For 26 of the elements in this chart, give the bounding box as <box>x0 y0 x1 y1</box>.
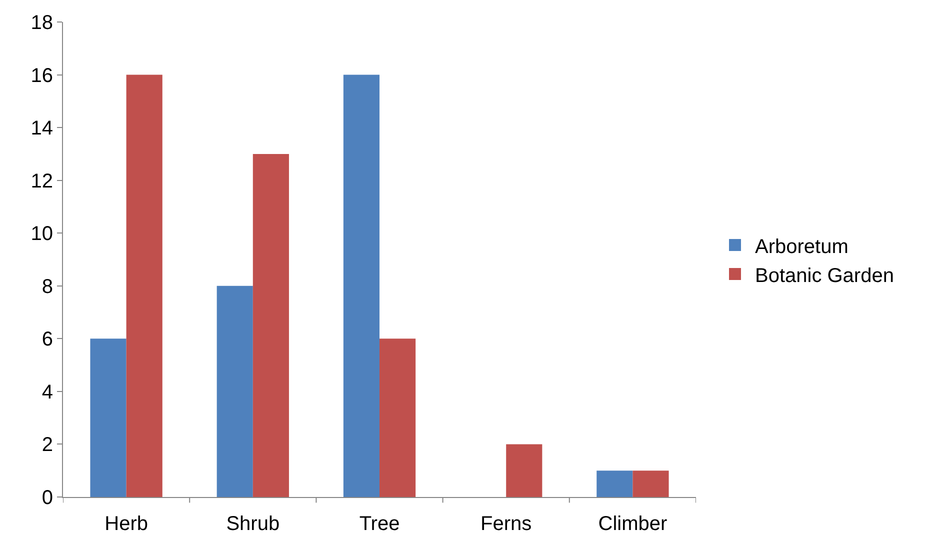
x-tick-label: Tree <box>359 513 400 535</box>
bar <box>596 470 633 497</box>
y-tick-label: 2 <box>42 434 53 456</box>
legend-label: Arboretum <box>754 236 848 258</box>
x-tick-label: Climber <box>598 513 668 535</box>
legend-label: Botanic Garden <box>754 264 894 287</box>
bar <box>216 286 253 497</box>
x-tick-label: Herb <box>104 513 148 535</box>
y-tick-label: 6 <box>42 328 53 351</box>
bar <box>632 470 669 497</box>
y-tick-label: 14 <box>30 118 53 140</box>
y-tick-label: 12 <box>30 170 53 192</box>
y-tick-label: 18 <box>30 12 53 34</box>
x-tick-label: Ferns <box>480 513 532 535</box>
bar <box>126 74 162 497</box>
bar <box>380 338 416 497</box>
bar <box>343 74 380 497</box>
bar <box>252 154 289 497</box>
bar <box>90 338 126 497</box>
x-tick-label: Shrub <box>226 513 280 535</box>
y-tick-label: 10 <box>30 223 53 246</box>
y-tick-label: 16 <box>30 64 53 87</box>
bar <box>506 444 542 497</box>
y-tick-label: 0 <box>42 487 53 509</box>
y-tick-label: 4 <box>42 381 53 404</box>
y-tick-label: 8 <box>42 276 53 298</box>
